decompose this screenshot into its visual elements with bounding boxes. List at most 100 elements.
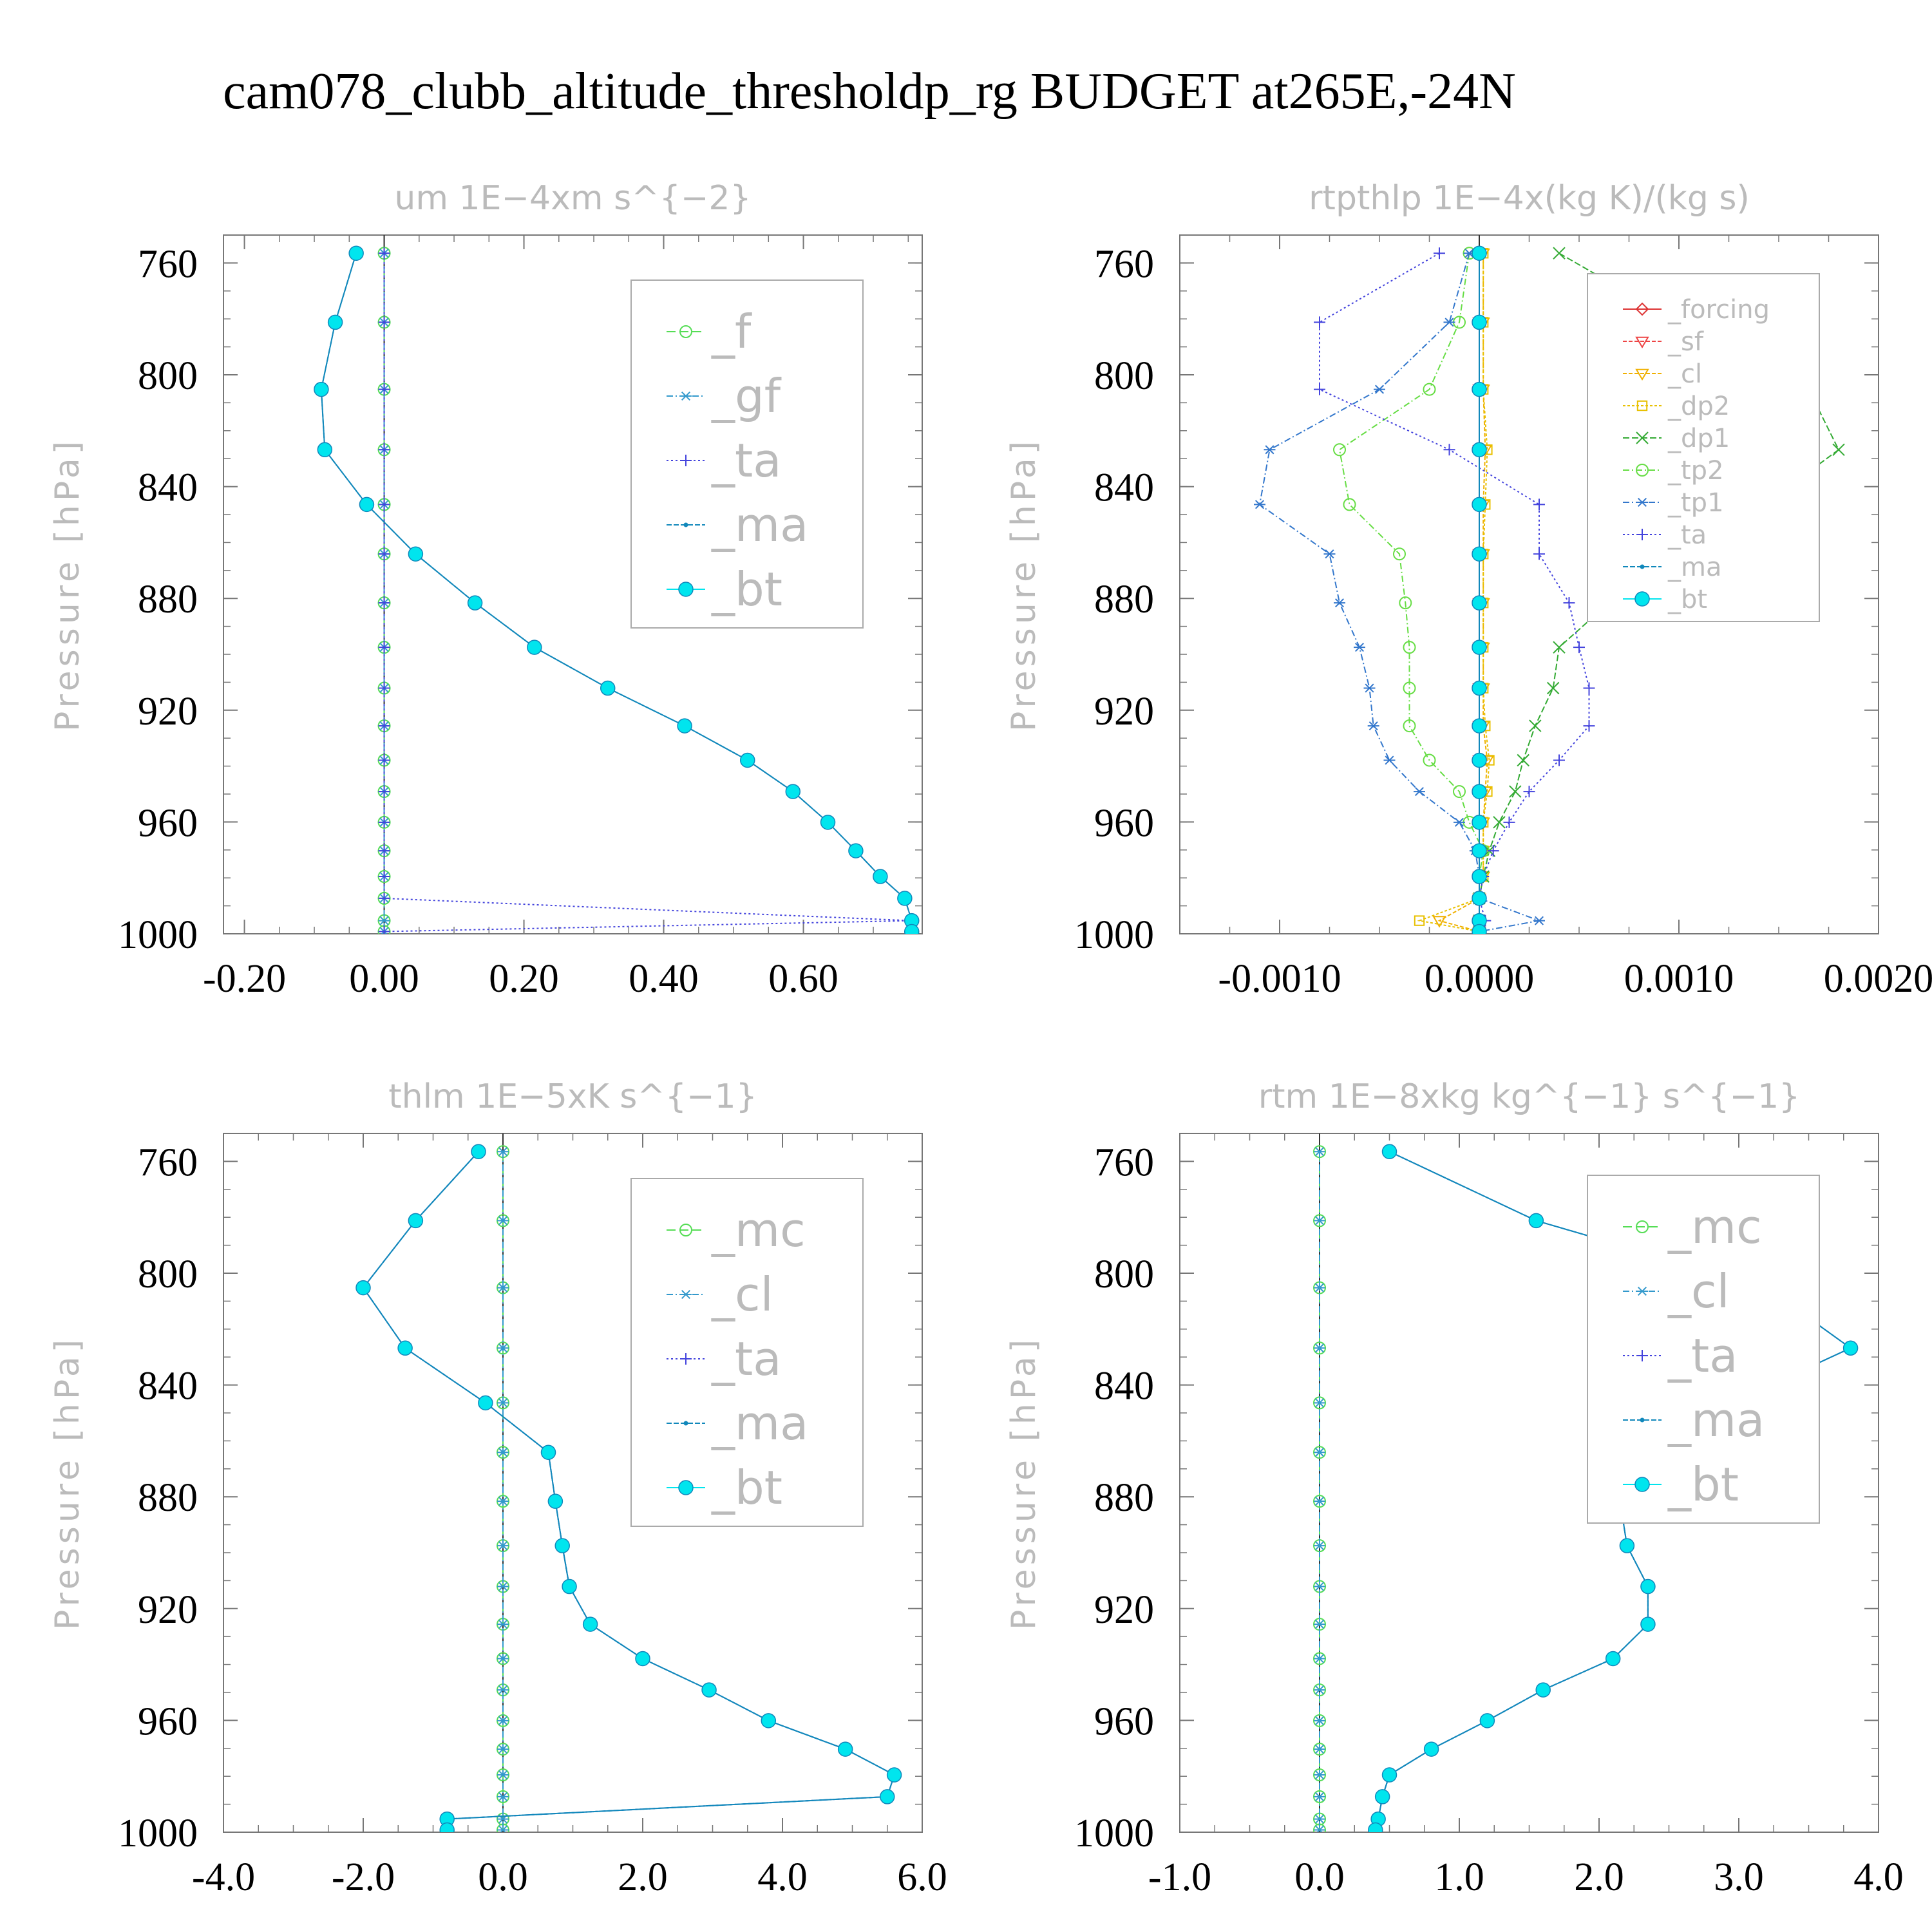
point-cl	[497, 1825, 509, 1832]
legend-marker	[680, 1289, 692, 1300]
legend-label: _sf	[1667, 327, 1704, 357]
legend-marker	[679, 1224, 692, 1236]
point-tp2	[1453, 785, 1466, 799]
point-ta	[378, 498, 390, 511]
y-tick-label: 920	[1094, 1588, 1154, 1632]
x-tick-label: 0.0000	[1425, 957, 1535, 1001]
y-tick-label: 920	[138, 690, 198, 734]
point-dp1	[1493, 816, 1506, 829]
point-cl	[1314, 1745, 1325, 1754]
point-bt	[1472, 245, 1487, 261]
x-tick-label: -2.0	[332, 1855, 395, 1899]
legend: _mc _cl _ta _ma _bt	[1587, 1175, 1820, 1524]
point-ta	[378, 247, 390, 260]
point-ta	[378, 641, 390, 654]
legend-marker	[1640, 1417, 1645, 1423]
x-tick-label: 2.0	[1574, 1855, 1624, 1899]
y-tick-label: 840	[138, 1365, 198, 1408]
chart-title: rtm 1E−8xkg kg^{−1} s^{−1}	[1258, 1077, 1801, 1116]
x-tick-label: -1.0	[1148, 1855, 1211, 1899]
point-bt	[355, 1280, 371, 1296]
y-tick-label: 960	[1094, 1700, 1154, 1743]
point-tp1	[1254, 500, 1265, 509]
legend-label: _bt	[711, 562, 782, 616]
legend-label: _cl	[1667, 1264, 1730, 1318]
point-tp2	[1393, 547, 1406, 561]
point-bt	[1374, 1789, 1390, 1804]
point-tp1	[1334, 598, 1345, 608]
point-tp1	[1454, 817, 1465, 827]
legend-label: _dp2	[1667, 392, 1730, 421]
legend-box	[1587, 1175, 1820, 1524]
x-tick-label: 0.00	[349, 957, 419, 1001]
point-cl	[497, 1398, 509, 1408]
legend-marker	[680, 1353, 692, 1365]
point-bt	[562, 1578, 577, 1595]
x-tick-label: 3.0	[1714, 1855, 1764, 1899]
point-cl	[1314, 1716, 1325, 1725]
point-ta	[1487, 845, 1499, 857]
point-bt	[582, 1616, 598, 1632]
y-tick-label: 920	[138, 1588, 198, 1632]
point-bt	[1472, 784, 1487, 799]
point-bt	[1842, 1340, 1859, 1356]
legend-box	[630, 1178, 864, 1527]
point-bt	[554, 1538, 570, 1553]
point-bt	[471, 1144, 486, 1159]
chart-title: rtpthlp 1E−4x(kg K)/(kg s)	[1309, 179, 1750, 218]
y-tick-label: 800	[138, 354, 198, 398]
point-bt	[837, 1741, 853, 1757]
y-tick-label: 760	[1094, 242, 1154, 286]
point-bt	[1423, 1741, 1439, 1757]
legend-label: _ma	[711, 498, 808, 552]
legend-marker	[1636, 431, 1649, 444]
point-bt	[348, 245, 364, 261]
y-tick-label: 840	[1094, 466, 1154, 510]
point-cl	[497, 1582, 509, 1591]
legend-label: _gf	[711, 369, 782, 423]
legend-label: _cl	[711, 1267, 773, 1321]
y-tick-label: 840	[1094, 1365, 1154, 1408]
point-bt	[1472, 442, 1487, 458]
y-tick-label: 1000	[118, 913, 198, 957]
y-tick-label: 800	[1094, 1253, 1154, 1296]
legend-marker	[1635, 336, 1649, 348]
point-ta	[1314, 316, 1325, 328]
point-ta	[1443, 444, 1455, 456]
point-dp1	[1546, 681, 1560, 695]
point-bt	[1381, 1767, 1397, 1783]
point-tp1	[1323, 549, 1336, 559]
point-bt	[540, 1444, 556, 1460]
point-bt	[1472, 815, 1487, 830]
point-bt	[1472, 923, 1487, 934]
point-ta	[1573, 641, 1585, 654]
y-tick-label: 880	[1094, 1476, 1154, 1520]
y-axis-label: Pressure [hPa]	[48, 1336, 87, 1630]
legend: _forcing_sf_cl _dp2 _dp1 _tp2_tp1_ta _ma _bt	[1587, 273, 1820, 622]
chart-title: thlm 1E−5xK s^{−1}	[388, 1077, 757, 1116]
point-bt	[904, 923, 920, 934]
y-tick-label: 880	[138, 578, 198, 621]
x-tick-label: 0.20	[489, 957, 559, 1001]
legend: _f _gf _ta _ma _bt	[630, 279, 864, 629]
point-dp1	[1517, 753, 1530, 767]
y-axis-label: Pressure [hPa]	[1005, 1336, 1043, 1630]
point-bt	[439, 1822, 455, 1832]
point-cl	[497, 1792, 509, 1801]
point-bt	[467, 595, 483, 611]
legend-label: _ma	[1667, 553, 1721, 582]
point-cl	[497, 1745, 509, 1754]
point-bt	[1619, 1538, 1635, 1553]
point-ta	[1314, 383, 1325, 395]
point-bt	[1472, 381, 1487, 397]
point-cl	[1314, 1283, 1325, 1293]
x-tick-label: 0.0010	[1624, 957, 1734, 1001]
point-tp2	[1399, 596, 1412, 610]
x-tick-label: 0.0020	[1824, 957, 1932, 1001]
point-ta	[378, 720, 390, 732]
point-bt	[1535, 1682, 1551, 1698]
point-ta	[378, 892, 390, 904]
point-cl	[497, 1541, 509, 1551]
legend-marker	[1640, 564, 1645, 569]
